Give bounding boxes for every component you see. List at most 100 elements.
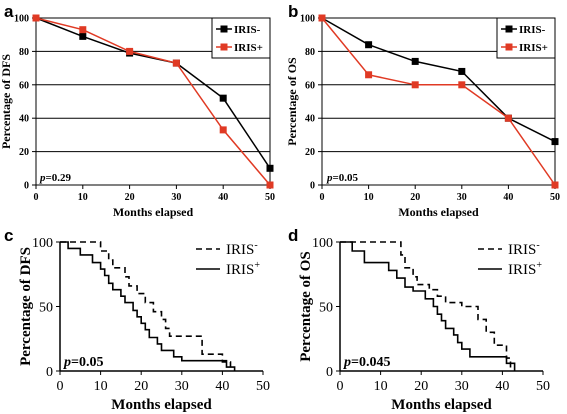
legend-label: IRIS+ [234, 42, 263, 54]
legend-label: IRIS- [508, 240, 540, 258]
x-axis-label: Months elapsed [111, 397, 212, 413]
x-tick-label: 50 [265, 192, 275, 203]
legend-label: IRIS+ [519, 42, 548, 54]
x-tick-label: 0 [34, 192, 39, 203]
y-tick-label: 60 [305, 80, 315, 91]
series-line [60, 241, 232, 371]
p-value-symbol: p [343, 355, 351, 370]
x-tick-label: 10 [78, 192, 88, 203]
data-point [79, 32, 87, 40]
legend-label-sup: + [536, 260, 542, 271]
x-tick-label: 50 [550, 192, 560, 203]
data-point [172, 59, 180, 67]
y-tick-label: 40 [305, 114, 315, 125]
x-tick-label: 20 [410, 192, 420, 203]
y-tick-label: 50 [319, 300, 333, 315]
legend-label-sup: - [536, 240, 539, 251]
x-tick-label: 10 [374, 379, 388, 394]
y-tick-label: 0 [24, 181, 29, 192]
p-value-annotation: p=0.05 [63, 355, 103, 370]
data-point [551, 181, 559, 189]
x-axis-label: Months elapsed [113, 205, 194, 219]
legend-marker [220, 25, 228, 33]
legend-label: IRIS- [234, 24, 261, 36]
y-tick-label: 80 [19, 47, 29, 58]
data-point [365, 41, 373, 49]
series-line [340, 241, 512, 371]
legend-label-sup: - [254, 240, 257, 251]
legend-marker [505, 25, 513, 33]
legend-label-base: IRIS [508, 242, 536, 258]
y-tick-label: 20 [305, 147, 315, 158]
y-tick-label: 80 [305, 47, 315, 58]
p-value-symbol: p [39, 172, 46, 184]
p-value-annotation: p=0.05 [326, 172, 359, 184]
data-point [318, 14, 326, 22]
legend-label: IRIS+ [226, 260, 260, 278]
x-axis-label: Months elapsed [391, 397, 492, 413]
series-line [321, 17, 556, 143]
legend-label-base: IRIS [226, 242, 254, 258]
x-tick-label: 0 [337, 379, 344, 394]
chart-a: 0 20 40 60 80 100 0 10 20 30 40 50 Months elapsed Per… [0, 14, 275, 220]
panel-letter-b: b [288, 2, 298, 21]
y-tick-label: 40 [19, 114, 29, 125]
x-tick-label: 20 [125, 192, 135, 203]
x-tick-label: 50 [536, 379, 550, 394]
data-point [365, 71, 373, 79]
x-tick-label: 20 [414, 379, 428, 394]
legend-label-sup: + [254, 260, 260, 271]
chart-d: 0 50 100 0 10 20 30 40 50 Months elapsed Percentag… [298, 236, 550, 413]
y-tick-label: 50 [39, 300, 53, 315]
y-tick-label: 0 [310, 181, 315, 192]
chart-c: 0 50 100 0 10 20 30 40 50 Months elapsed Percentag… [18, 236, 270, 413]
x-tick-label: 50 [256, 379, 270, 394]
panel-letter-c: c [4, 226, 13, 245]
x-tick-label: 30 [171, 192, 181, 203]
data-point [219, 94, 227, 102]
data-point [126, 47, 134, 55]
data-point [551, 138, 559, 146]
y-tick-label: 100 [14, 14, 29, 25]
p-value-number: =0.05 [333, 172, 359, 184]
data-point [32, 14, 40, 22]
legend-label-base: IRIS [508, 262, 536, 278]
y-tick-label: 0 [46, 365, 53, 380]
y-tick-label: 60 [19, 80, 29, 91]
y-tick-label: 0 [326, 365, 333, 380]
x-tick-label: 10 [94, 379, 108, 394]
y-tick-label: 100 [312, 236, 333, 251]
data-point [411, 81, 419, 89]
x-tick-label: 40 [503, 192, 513, 203]
legend-label: IRIS- [226, 240, 258, 258]
y-axis-label: Percentage of OS [285, 57, 299, 146]
series-line [340, 241, 516, 371]
data-point [411, 57, 419, 65]
x-tick-label: 40 [215, 379, 229, 394]
p-value-symbol: p [326, 172, 333, 184]
series-line [35, 17, 271, 186]
y-tick-label: 20 [19, 147, 29, 158]
legend-label: IRIS- [519, 24, 546, 36]
p-value-symbol: p [63, 355, 71, 370]
series-line [60, 241, 236, 371]
series-line [321, 17, 556, 186]
x-tick-label: 10 [364, 192, 374, 203]
series-line [35, 17, 271, 169]
p-value-number: =0.05 [71, 355, 103, 370]
legend-label-base: IRIS [226, 262, 254, 278]
x-tick-label: 30 [457, 192, 467, 203]
legend-box [496, 17, 556, 59]
data-point [458, 81, 466, 89]
x-tick-label: 30 [455, 379, 469, 394]
panel-letter-a: a [4, 2, 14, 21]
p-value-number: =0.29 [46, 172, 72, 184]
legend-label: IRIS+ [508, 260, 542, 278]
x-tick-label: 40 [495, 379, 509, 394]
panel-letter-d: d [288, 226, 298, 245]
x-tick-label: 30 [175, 379, 189, 394]
y-axis-label: Percentage of DFS [18, 247, 34, 366]
p-value-annotation: p=0.045 [343, 355, 390, 370]
x-tick-label: 40 [218, 192, 228, 203]
